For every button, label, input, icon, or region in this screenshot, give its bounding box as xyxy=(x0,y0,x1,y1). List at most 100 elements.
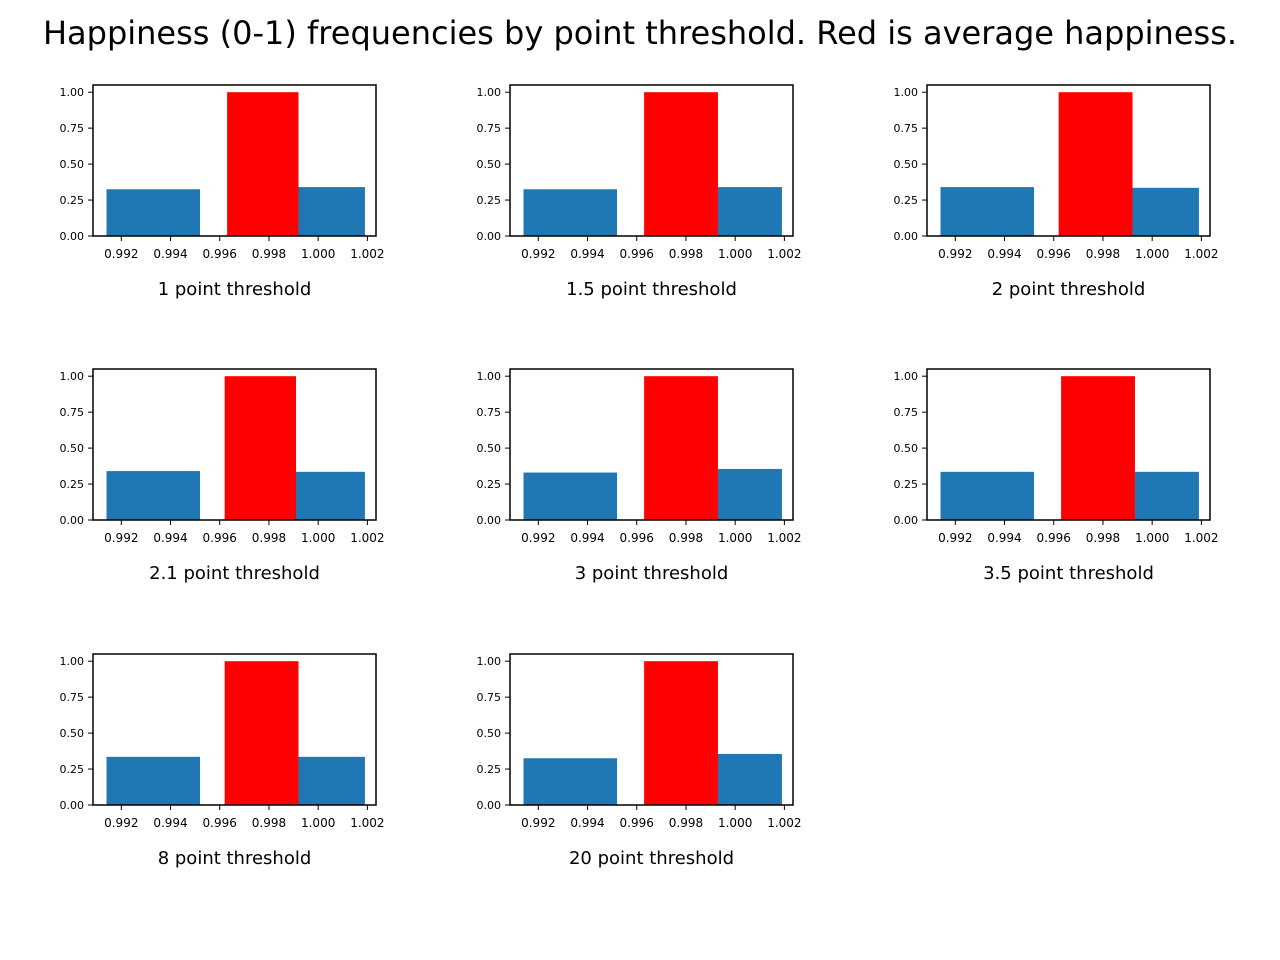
histogram-bar-2 xyxy=(717,468,782,520)
average-bar-1 xyxy=(644,92,718,236)
x-axis-label: 1.5 point threshold xyxy=(566,279,737,300)
panel-3: 0.00 0.25 0.50 0.75 1.00 0.992 0.994 0.996 0.998… xyxy=(894,84,1219,300)
x-tick-label: 1.002 xyxy=(767,816,801,830)
y-tick-label: 0.50 xyxy=(477,442,502,455)
x-tick-label: 0.992 xyxy=(938,531,972,545)
x-tick-label: 0.996 xyxy=(620,247,654,261)
y-tick-label: 0.75 xyxy=(60,691,85,704)
histogram-bar-2 xyxy=(296,471,365,520)
y-tick-label: 1.00 xyxy=(477,86,502,99)
y-tick-label: 0.25 xyxy=(60,478,85,491)
average-bar-1 xyxy=(1058,92,1133,236)
y-tick-label: 0.00 xyxy=(894,230,919,243)
y-tick-label: 0.50 xyxy=(477,158,502,171)
x-tick-label: 1.000 xyxy=(718,816,752,830)
y-tick-label: 1.00 xyxy=(894,370,919,383)
y-tick-label: 0.00 xyxy=(477,230,502,243)
y-tick-label: 0.50 xyxy=(60,727,85,740)
axes-frame xyxy=(92,368,377,521)
x-tick-label: 0.998 xyxy=(669,531,703,545)
axes-frame xyxy=(92,84,377,237)
y-tick-label: 1.00 xyxy=(60,370,85,383)
y-tick-label: 1.00 xyxy=(60,655,85,668)
x-tick-label: 0.996 xyxy=(620,816,654,830)
histogram-bar-1 xyxy=(523,189,618,236)
x-tick-label: 0.992 xyxy=(104,247,138,261)
panel-6: 0.00 0.25 0.50 0.75 1.00 0.992 0.994 0.996 0.998… xyxy=(894,368,1219,584)
y-tick-label: 0.75 xyxy=(477,122,502,135)
axes-frame xyxy=(509,653,794,806)
x-axis-label: 8 point threshold xyxy=(158,848,312,869)
average-bar-1 xyxy=(1061,376,1135,520)
y-tick-label: 0.00 xyxy=(477,799,502,812)
y-tick-label: 0.75 xyxy=(477,406,502,419)
x-tick-label: 0.992 xyxy=(104,816,138,830)
x-tick-label: 0.992 xyxy=(521,247,555,261)
x-tick-label: 0.994 xyxy=(153,816,187,830)
histogram-bar-1 xyxy=(106,471,201,520)
x-tick-label: 0.998 xyxy=(252,247,286,261)
y-tick-label: 0.75 xyxy=(894,406,919,419)
x-axis-label: 2 point threshold xyxy=(992,279,1146,300)
x-tick-label: 0.998 xyxy=(252,816,286,830)
histogram-bar-2 xyxy=(717,753,782,805)
histogram-bar-2 xyxy=(298,187,365,236)
x-tick-label: 0.994 xyxy=(570,247,604,261)
x-tick-label: 1.002 xyxy=(1184,247,1218,261)
x-tick-label: 1.000 xyxy=(1135,247,1169,261)
x-tick-label: 0.996 xyxy=(203,531,237,545)
x-tick-label: 1.002 xyxy=(350,816,384,830)
y-tick-label: 0.50 xyxy=(477,727,502,740)
x-tick-label: 0.998 xyxy=(669,816,703,830)
average-bar-1 xyxy=(224,661,299,805)
y-tick-label: 0.25 xyxy=(60,194,85,207)
average-bar-1 xyxy=(227,92,299,236)
y-tick-label: 0.25 xyxy=(894,194,919,207)
y-tick-label: 0.75 xyxy=(60,406,85,419)
x-axis-label: 1 point threshold xyxy=(158,279,312,300)
x-tick-label: 0.998 xyxy=(252,531,286,545)
y-tick-label: 0.00 xyxy=(894,514,919,527)
y-tick-label: 0.25 xyxy=(477,763,502,776)
x-tick-label: 1.002 xyxy=(1184,531,1218,545)
histogram-bar-1 xyxy=(523,472,618,520)
histogram-bar-1 xyxy=(940,471,1035,520)
x-tick-label: 1.002 xyxy=(350,531,384,545)
x-tick-label: 0.994 xyxy=(987,531,1021,545)
y-tick-label: 0.75 xyxy=(894,122,919,135)
x-tick-label: 1.002 xyxy=(350,247,384,261)
x-tick-label: 0.994 xyxy=(987,247,1021,261)
x-axis-label: 20 point threshold xyxy=(569,848,734,869)
x-tick-label: 0.996 xyxy=(203,247,237,261)
figure-title: Happiness (0-1) frequencies by point thr… xyxy=(42,14,1238,52)
x-tick-label: 0.994 xyxy=(153,531,187,545)
x-axis-label: 2.1 point threshold xyxy=(149,563,320,584)
histogram-bar-2 xyxy=(717,187,782,236)
panel-4: 0.00 0.25 0.50 0.75 1.00 0.992 0.994 0.996 0.998… xyxy=(60,368,385,584)
axes-frame xyxy=(926,84,1211,237)
histogram-bar-1 xyxy=(940,187,1035,236)
y-tick-label: 0.25 xyxy=(477,194,502,207)
y-tick-label: 1.00 xyxy=(477,370,502,383)
x-tick-label: 0.994 xyxy=(570,816,604,830)
y-tick-label: 1.00 xyxy=(477,655,502,668)
axes-frame xyxy=(509,368,794,521)
x-tick-label: 0.992 xyxy=(521,531,555,545)
x-tick-label: 0.994 xyxy=(153,247,187,261)
x-tick-label: 1.000 xyxy=(301,816,335,830)
y-tick-label: 0.50 xyxy=(894,158,919,171)
x-tick-label: 0.996 xyxy=(203,816,237,830)
average-bar-1 xyxy=(224,376,297,520)
x-tick-label: 0.998 xyxy=(669,247,703,261)
y-tick-label: 0.75 xyxy=(477,691,502,704)
histogram-bar-2 xyxy=(1134,471,1199,520)
y-tick-label: 0.50 xyxy=(60,158,85,171)
x-axis-label: 3.5 point threshold xyxy=(983,563,1154,584)
y-tick-label: 1.00 xyxy=(894,86,919,99)
x-tick-label: 0.992 xyxy=(938,247,972,261)
y-tick-label: 0.25 xyxy=(477,478,502,491)
average-bar-1 xyxy=(644,376,718,520)
x-tick-label: 1.000 xyxy=(301,531,335,545)
x-tick-label: 1.000 xyxy=(1135,531,1169,545)
